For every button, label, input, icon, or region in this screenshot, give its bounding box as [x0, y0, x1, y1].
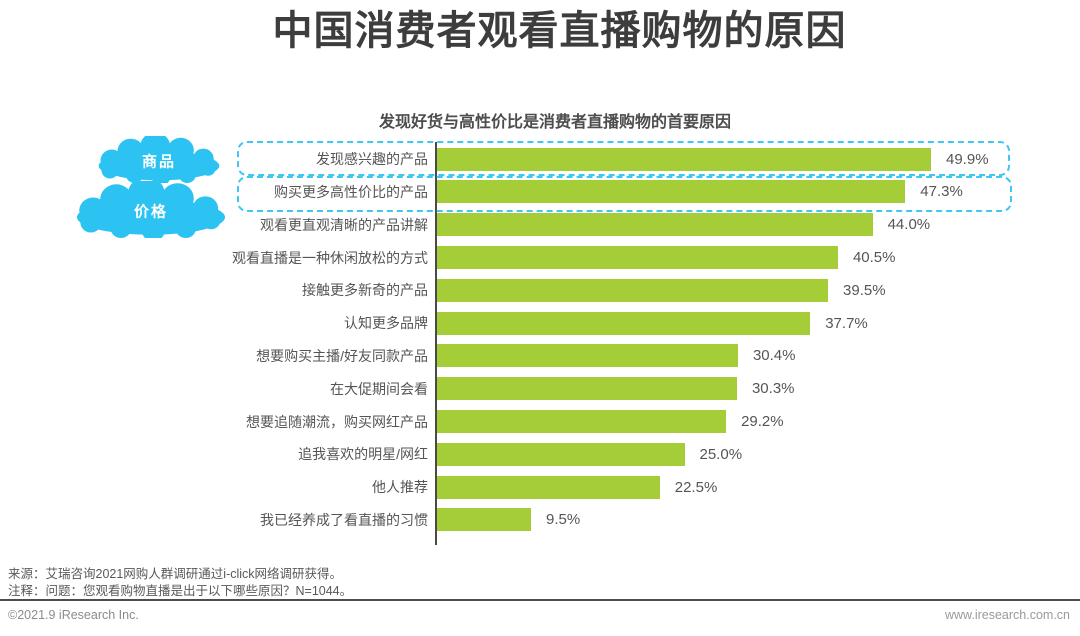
category-label: 发现感兴趣的产品	[316, 151, 428, 168]
category-label: 在大促期间会看	[330, 380, 428, 397]
value-label: 39.5%	[843, 281, 886, 299]
bar	[437, 278, 829, 302]
category-label: 观看直播是一种休闲放松的方式	[232, 249, 428, 266]
cloud-badge-price: 价格	[70, 181, 232, 238]
chart-row: 发现感兴趣的产品 49.9%	[0, 143, 1080, 176]
category-label: 观看更直观清晰的产品讲解	[260, 216, 428, 233]
category-label: 想要追随潮流，购买网红产品	[246, 413, 428, 430]
value-label: 30.3%	[751, 380, 795, 398]
website-link[interactable]: www.iresearch.com.cn	[944, 608, 1070, 622]
chart-row: 我已经养成了看直播的习惯 9.5%	[0, 503, 1080, 536]
value-label: 9.5%	[546, 511, 581, 529]
survey-note: 注释：问题：您观看购物直播是出于以下哪些原因？N=1044。	[8, 584, 353, 598]
bar-chart: 发现感兴趣的产品 49.9% 购买更多高性价比的产品 47.3% 观看更直观清晰的产品讲…	[0, 136, 1080, 545]
chart-row: 他人推荐 22.5%	[0, 471, 1080, 504]
chart-row: 想要追随潮流，购买网红产品 29.2%	[0, 405, 1080, 438]
cloud-icon	[98, 136, 220, 183]
bar	[437, 475, 660, 499]
cloud-label-goods: 商品	[141, 152, 176, 170]
category-label: 想要购买主播/好友同款产品	[256, 347, 428, 364]
cloud-label-price: 价格	[133, 202, 168, 220]
value-label: 30.4%	[752, 347, 796, 365]
cloud-icon	[76, 181, 226, 238]
value-label: 40.5%	[852, 249, 896, 266]
chart-row: 在大促期间会看 30.3%	[0, 372, 1080, 405]
bar	[437, 213, 873, 237]
value-label: 49.9%	[946, 150, 989, 168]
footer-divider	[0, 599, 1080, 601]
value-label: 37.7%	[825, 314, 868, 332]
bar	[437, 147, 931, 171]
copyright-text: ©2021.9 iResearch Inc.	[8, 608, 139, 622]
bar	[437, 508, 532, 532]
page-title: 中国消费者观看直播购物的原因	[272, 9, 847, 53]
chart-subtitle: 发现好货与高性价比是消费者直播购物的首要原因	[378, 114, 731, 131]
chart-row: 接触更多新奇的产品 39.5%	[0, 274, 1080, 307]
category-label: 认知更多品牌	[344, 315, 428, 332]
category-label: 他人推荐	[372, 479, 428, 496]
category-label: 我已经养成了看直播的习惯	[260, 511, 428, 528]
bar	[437, 377, 737, 401]
bar	[437, 246, 838, 269]
bar	[437, 344, 738, 368]
chart-row: 观看更直观清晰的产品讲解 44.0%	[0, 208, 1080, 241]
value-label: 25.0%	[699, 445, 743, 463]
source-note: 来源：艾瑞咨询2021网购人群调研通过i-click网络调研获得。	[8, 567, 343, 581]
chart-row: 追我喜欢的明星/网红 25.0%	[0, 438, 1080, 471]
footer-bar: ©2021.9 iResearch Inc. www.iresearch.com…	[8, 608, 1070, 622]
chart-row: 想要购买主播/好友同款产品 30.4%	[0, 339, 1080, 372]
chart-row: 认知更多品牌 37.7%	[0, 307, 1080, 340]
category-label: 购买更多高性价比的产品	[274, 183, 428, 200]
category-label: 接触更多新奇的产品	[302, 282, 428, 299]
value-label: 44.0%	[887, 216, 931, 234]
category-label: 追我喜欢的明星/网红	[298, 446, 428, 463]
bar	[437, 410, 727, 433]
chart-row: 购买更多高性价比的产品 47.3%	[0, 175, 1080, 208]
value-label: 47.3%	[920, 183, 963, 201]
y-axis-line	[435, 142, 437, 545]
cloud-badge-goods: 商品	[93, 136, 225, 183]
chart-row: 观看直播是一种休闲放松的方式 40.5%	[0, 241, 1080, 274]
bar	[437, 180, 906, 204]
value-label: 22.5%	[674, 478, 718, 496]
bar	[437, 442, 685, 466]
value-label: 29.2%	[741, 413, 784, 430]
bar	[437, 311, 811, 335]
